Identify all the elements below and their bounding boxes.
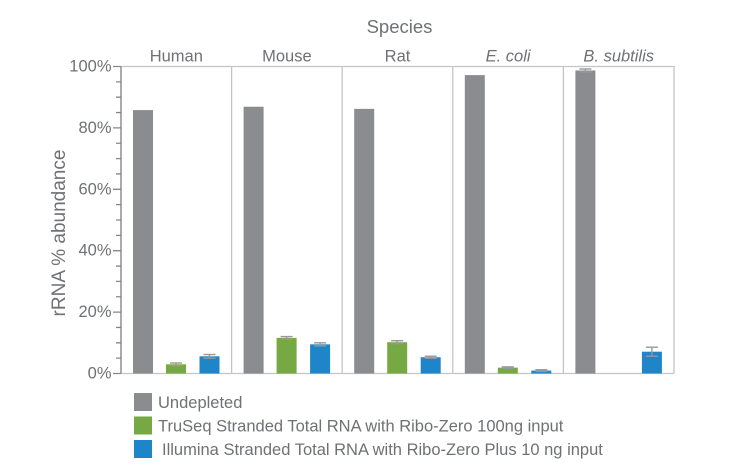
svg-text:20%: 20% — [78, 303, 111, 321]
svg-text:0%: 0% — [88, 364, 112, 382]
svg-text:TruSeq Stranded Total RNA with: TruSeq Stranded Total RNA with Ribo-Zero… — [158, 417, 564, 435]
svg-text:100%: 100% — [69, 57, 112, 75]
svg-text:Undepleted: Undepleted — [158, 394, 242, 412]
svg-text:Human: Human — [150, 48, 203, 66]
svg-text:40%: 40% — [78, 242, 111, 260]
svg-text:Rat: Rat — [385, 48, 411, 66]
svg-text:Species: Species — [367, 16, 433, 37]
svg-text:B. subtilis: B. subtilis — [583, 48, 654, 66]
svg-text:Mouse: Mouse — [262, 48, 312, 66]
svg-text:Illumina Stranded Total RNA wi: Illumina Stranded Total RNA with Ribo-Ze… — [162, 441, 603, 459]
svg-text:rRNA % abundance: rRNA % abundance — [49, 150, 70, 317]
svg-text:60%: 60% — [78, 180, 111, 198]
svg-text:80%: 80% — [78, 119, 111, 137]
svg-text:E. coli: E. coli — [486, 48, 532, 66]
